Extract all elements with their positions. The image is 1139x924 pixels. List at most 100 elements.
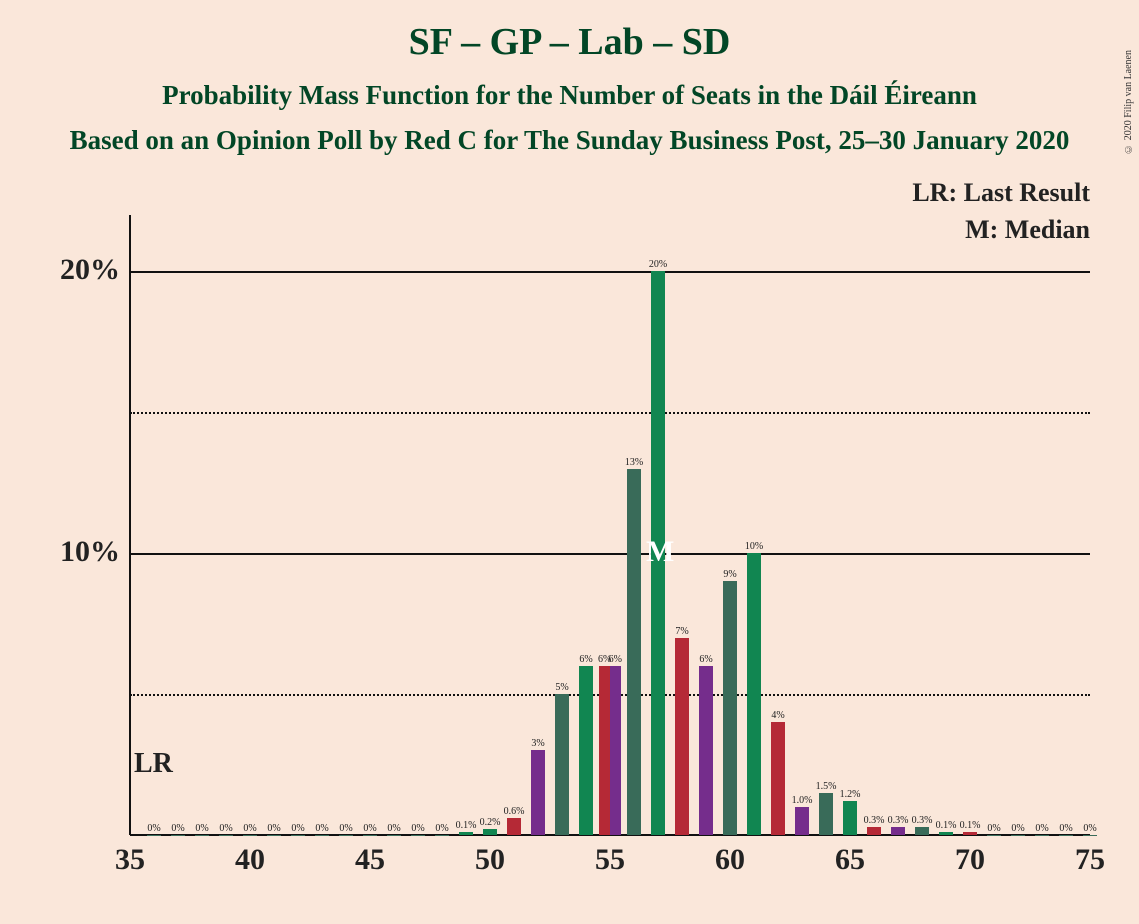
- x-axis-tick-label: 40: [225, 843, 275, 877]
- bar: 0%: [243, 835, 257, 836]
- bar-value-label: 0.2%: [480, 817, 501, 828]
- bar-value-label: 0.1%: [960, 820, 981, 831]
- bar-value-label: 5%: [555, 682, 568, 693]
- chart-subtitle-1: Probability Mass Function for the Number…: [0, 80, 1139, 111]
- copyright-label: © 2020 Filip van Laenen: [1123, 50, 1134, 154]
- bar: 4%: [771, 722, 785, 835]
- x-axis-tick-label: 60: [705, 843, 755, 877]
- x-axis-tick-label: 75: [1065, 843, 1115, 877]
- bar-value-label: 0%: [315, 823, 328, 834]
- y-axis-tick-label: 20%: [10, 253, 120, 287]
- bar: 0%: [411, 835, 425, 836]
- bar-value-label: 0%: [195, 823, 208, 834]
- bar-value-label: 0%: [219, 823, 232, 834]
- lr-marker: LR: [134, 748, 173, 780]
- bar: 0%: [1059, 835, 1073, 836]
- bar: 0%: [435, 835, 449, 836]
- gridline-minor: [130, 412, 1090, 414]
- bar-value-label: 0%: [1011, 823, 1024, 834]
- x-axis-tick-label: 35: [105, 843, 155, 877]
- bar-value-label: 0%: [243, 823, 256, 834]
- bar-value-label: 9%: [723, 569, 736, 580]
- bar: 13%: [627, 469, 641, 835]
- bar: 0%: [1011, 835, 1025, 836]
- bar-value-label: 0%: [987, 823, 1000, 834]
- bar: 0.3%: [867, 827, 881, 835]
- bar-value-label: 0%: [267, 823, 280, 834]
- bar-value-label: 0.3%: [888, 815, 909, 826]
- bar-value-label: 1.2%: [840, 789, 861, 800]
- bar-value-label: 3%: [531, 738, 544, 749]
- bar: 0%: [339, 835, 353, 836]
- median-marker: M: [646, 535, 670, 569]
- bar: 0%: [219, 835, 233, 836]
- bar: 7%: [675, 638, 689, 835]
- bar-value-label: 7%: [675, 626, 688, 637]
- gridline: [130, 553, 1090, 555]
- x-axis-tick-label: 70: [945, 843, 995, 877]
- bar-value-label: 0%: [171, 823, 184, 834]
- bar: 0%: [1035, 835, 1049, 836]
- bar: 3%: [531, 750, 545, 835]
- bar-value-label: 13%: [625, 457, 643, 468]
- x-axis-tick-label: 65: [825, 843, 875, 877]
- bar: 6%: [699, 666, 713, 835]
- bar: 6%: [579, 666, 593, 835]
- bar-value-label: 0%: [147, 823, 160, 834]
- bar: 1.0%: [795, 807, 809, 835]
- bar-value-label: 0.3%: [912, 815, 933, 826]
- bar: 0.2%: [483, 829, 497, 835]
- bar-value-label: 0%: [339, 823, 352, 834]
- bar-value-label: 6%: [699, 654, 712, 665]
- bar-value-label: 0.1%: [936, 820, 957, 831]
- bar-value-label: 10%: [745, 541, 763, 552]
- bar-value-label: 6%: [579, 654, 592, 665]
- legend-m: M: Median: [965, 215, 1090, 245]
- bar: 0%: [171, 835, 185, 836]
- bar: 1.2%: [843, 801, 857, 835]
- chart-subtitle-2: Based on an Opinion Poll by Red C for Th…: [0, 125, 1139, 156]
- bar: 0.3%: [915, 827, 929, 835]
- y-axis-tick-label: 10%: [10, 535, 120, 569]
- x-axis-tick-label: 55: [585, 843, 635, 877]
- bar-value-label: 1.0%: [792, 795, 813, 806]
- bar-value-label: 0%: [363, 823, 376, 834]
- bar: 10%: [747, 553, 761, 835]
- bar: 0.1%: [939, 832, 953, 835]
- bar: 0%: [291, 835, 305, 836]
- bar-value-label: 0.3%: [864, 815, 885, 826]
- bar-value-label: 0%: [1059, 823, 1072, 834]
- bar-value-label: 0%: [411, 823, 424, 834]
- chart-title: SF – GP – Lab – SD: [0, 20, 1139, 64]
- bar: 0%: [387, 835, 401, 836]
- bar: 0%: [147, 835, 161, 836]
- bar: 0%: [195, 835, 209, 836]
- bar: 1.5%: [819, 793, 833, 835]
- gridline: [130, 271, 1090, 273]
- bar-value-label: 0%: [435, 823, 448, 834]
- y-axis-line: [129, 215, 131, 835]
- bar: 0%: [363, 835, 377, 836]
- bar-value-label: 0.6%: [504, 806, 525, 817]
- bar-value-label: 0%: [1035, 823, 1048, 834]
- bar: 0.6%: [507, 818, 521, 835]
- bar: 0%: [987, 835, 1001, 836]
- bar-value-label: 1.5%: [816, 781, 837, 792]
- bar: 0%: [315, 835, 329, 836]
- bar: 0.1%: [963, 832, 977, 835]
- bar: 6%: [599, 666, 610, 835]
- bar: 0.3%: [891, 827, 905, 835]
- bar-value-label: 0%: [291, 823, 304, 834]
- bar-value-label: 20%: [649, 259, 667, 270]
- bar: 0.1%: [459, 832, 473, 835]
- x-axis-tick-label: 50: [465, 843, 515, 877]
- bar-value-label: 6%: [609, 654, 622, 665]
- bar-value-label: 0.1%: [456, 820, 477, 831]
- bar: 9%: [723, 581, 737, 835]
- chart-plot-area: LR: Last Result M: Median 10%20%35404550…: [130, 215, 1090, 835]
- bar: 6%: [610, 666, 621, 835]
- bar-value-label: 0%: [387, 823, 400, 834]
- bar: 0%: [267, 835, 281, 836]
- bar-value-label: 4%: [771, 710, 784, 721]
- bar: 0%: [1083, 835, 1097, 836]
